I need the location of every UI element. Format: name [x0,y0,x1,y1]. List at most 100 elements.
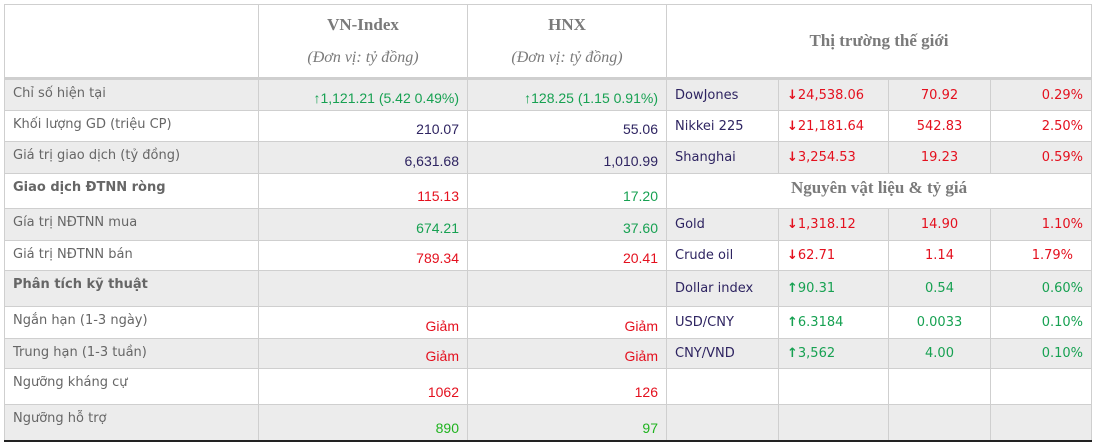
vn-index-value-text: 674.21 [416,220,459,236]
row-label-text: Chỉ số hiện tại [13,86,106,101]
table-row: Giá trị giao dịch (tỷ đồng) 6,631.68 1,010… [4,141,1093,174]
vn-index-value: 115.13 [258,173,468,209]
instrument-name-text: Dollar index [675,281,754,296]
instrument-value-text: 90.31 [797,281,836,296]
instrument-percent-text: 1.79% [1031,248,1074,263]
instrument-change: 542.83 [888,110,991,142]
instrument-value-text: 24,538.06 [797,87,865,103]
instrument-value: ↑6.3184 [778,306,889,339]
instrument-percent-text: 2.50% [1041,118,1084,134]
instrument-value: ↓1,318.12 [778,208,889,241]
row-label: Giá trị giao dịch (tỷ đồng) [4,141,259,174]
hnx-value: 55.06 [467,110,667,142]
hnx-value: 37.60 [467,208,667,241]
row-label: Giao dịch ĐTNN ròng [4,173,259,209]
vn-index-value: 6,631.68 [258,141,468,174]
row-label: Khối lượng GD (triệu CP) [4,110,259,142]
hnx-value-text: 97 [642,419,658,436]
arrow-down-icon: ↓ [787,217,798,232]
vn-index-value: 789.34 [258,240,468,271]
instrument-percent-text: 0.59% [1041,150,1084,165]
hnx-value-text: 17.20 [622,188,658,204]
hnx-value-text: Giảm [624,348,658,364]
instrument-name-text: Nikkei 225 [675,118,744,134]
hnx-value: 97 [467,404,667,442]
instrument-change: 19.23 [888,141,991,174]
empty-cell [778,368,889,405]
instrument-value: ↓3,254.53 [778,141,889,174]
table-row: Chỉ số hiện tại ↑1,121.21 (5.42 0.49%) ↑12… [4,78,1093,111]
instrument-change-text: 14.90 [920,217,959,232]
arrow-down-icon: ↓ [787,118,798,134]
hnx-value: ↑128.25 (1.15 0.91%) [467,78,667,111]
empty-cell [888,404,991,442]
arrow-down-icon: ↓ [787,150,798,165]
instrument-name-text: DowJones [675,87,739,103]
hnx-value: 1,010.99 [467,141,667,174]
vn-index-value-text: 789.34 [416,250,459,266]
instrument-name: Shanghai [666,141,779,174]
hnx-value: Giảm [467,338,667,369]
instrument-change: 0.0033 [888,306,991,339]
table-row: Giao dịch ĐTNN ròng 115.13 17.20 Nguyên vật… [4,173,1093,209]
row-label: Giá trị NĐTNN bán [4,240,259,271]
instrument-change: 14.90 [888,208,991,241]
hnx-value-text: 55.06 [622,121,658,137]
instrument-value: ↓21,181.64 [778,110,889,142]
table-row: Phân tích kỹ thuật Dollar index ↑90.31 0.54… [4,270,1093,307]
arrow-up-icon: ↑ [787,315,798,330]
empty-cell [989,404,1093,442]
table-row: Ngưỡng kháng cự 1062 126 [4,368,1093,405]
instrument-percent: 1.79% [989,240,1093,271]
vn-index-value: 674.21 [258,208,468,241]
row-label: Trung hạn (1-3 tuần) [4,338,259,369]
hnx-value-text: 126 [634,384,658,400]
instrument-change-text: 542.83 [916,118,963,134]
table-row: Khối lượng GD (triệu CP) 210.07 55.06 Nikke… [4,110,1093,142]
instrument-percent: 0.29% [989,78,1093,111]
instrument-change-text: 4.00 [925,346,954,361]
hnx-header: HNX (Đơn vị: tỷ đồng) [467,4,667,79]
vn-index-value-text: 890 [435,419,459,436]
vn-index-value-text: 1,121.21 (5.42 0.49%) [320,90,459,106]
row-label: Chỉ số hiện tại [4,78,259,111]
market-summary-table: VN-Index (Đơn vị: tỷ đồng) HNX (Đơn vị: tỷ… [4,4,1093,442]
instrument-value-text: 21,181.64 [797,118,865,134]
instrument-percent: 0.10% [989,338,1093,369]
row-label: Gía trị NĐTNN mua [4,208,259,241]
arrow-down-icon: ↓ [787,87,798,103]
instrument-change-text: 0.54 [925,281,954,296]
instrument-value-text: 3,254.53 [797,150,856,165]
instrument-percent-text: 1.10% [1041,217,1084,232]
row-label: Phân tích kỹ thuật [4,270,259,307]
table-row: Trung hạn (1-3 tuần) Giảm Giảm CNY/VND ↑3,56… [4,338,1093,369]
table-row: Giá trị NĐTNN bán 789.34 20.41 Crude oil ↓62… [4,240,1093,271]
instrument-name: CNY/VND [666,338,779,369]
vn-index-value [258,270,468,307]
vn-index-value-text: Giảm [425,348,459,364]
instrument-change-text: 1.14 [925,248,954,263]
vn-index-value: ↑1,121.21 (5.42 0.49%) [258,78,468,111]
vn-index-value-text: Giảm [425,318,459,334]
instrument-percent: 0.60% [989,270,1093,307]
hnx-value [467,270,667,307]
row-label: Ngưỡng hỗ trợ [4,404,259,442]
table-row: Ngắn hạn (1-3 ngày) Giảm Giảm USD/CNY ↑6.318… [4,306,1093,339]
vn-index-value: Giảm [258,338,468,369]
row-label-text: Giá trị giao dịch (tỷ đồng) [13,148,181,163]
hnx-value-text: 128.25 (1.15 0.91%) [531,90,658,106]
instrument-percent-text: 0.29% [1041,87,1084,103]
row-label-text: Ngưỡng kháng cự [13,375,128,390]
instrument-percent: 0.59% [989,141,1093,174]
row-label-text: Ngắn hạn (1-3 ngày) [13,313,148,328]
row-label: Ngắn hạn (1-3 ngày) [4,306,259,339]
row-label-text: Trung hạn (1-3 tuần) [13,345,147,360]
commodities-header-text: Nguyên vật liệu & tỷ giá [790,178,968,197]
instrument-value-text: 62.71 [797,248,836,263]
hnx-value-text: Giảm [624,318,658,334]
row-label: Ngưỡng kháng cự [4,368,259,405]
instrument-change-text: 70.92 [920,87,959,103]
instrument-percent-text: 0.60% [1041,281,1084,296]
instrument-name-text: Shanghai [675,150,736,165]
world-market-header: Thị trường thế giới [665,4,1093,79]
